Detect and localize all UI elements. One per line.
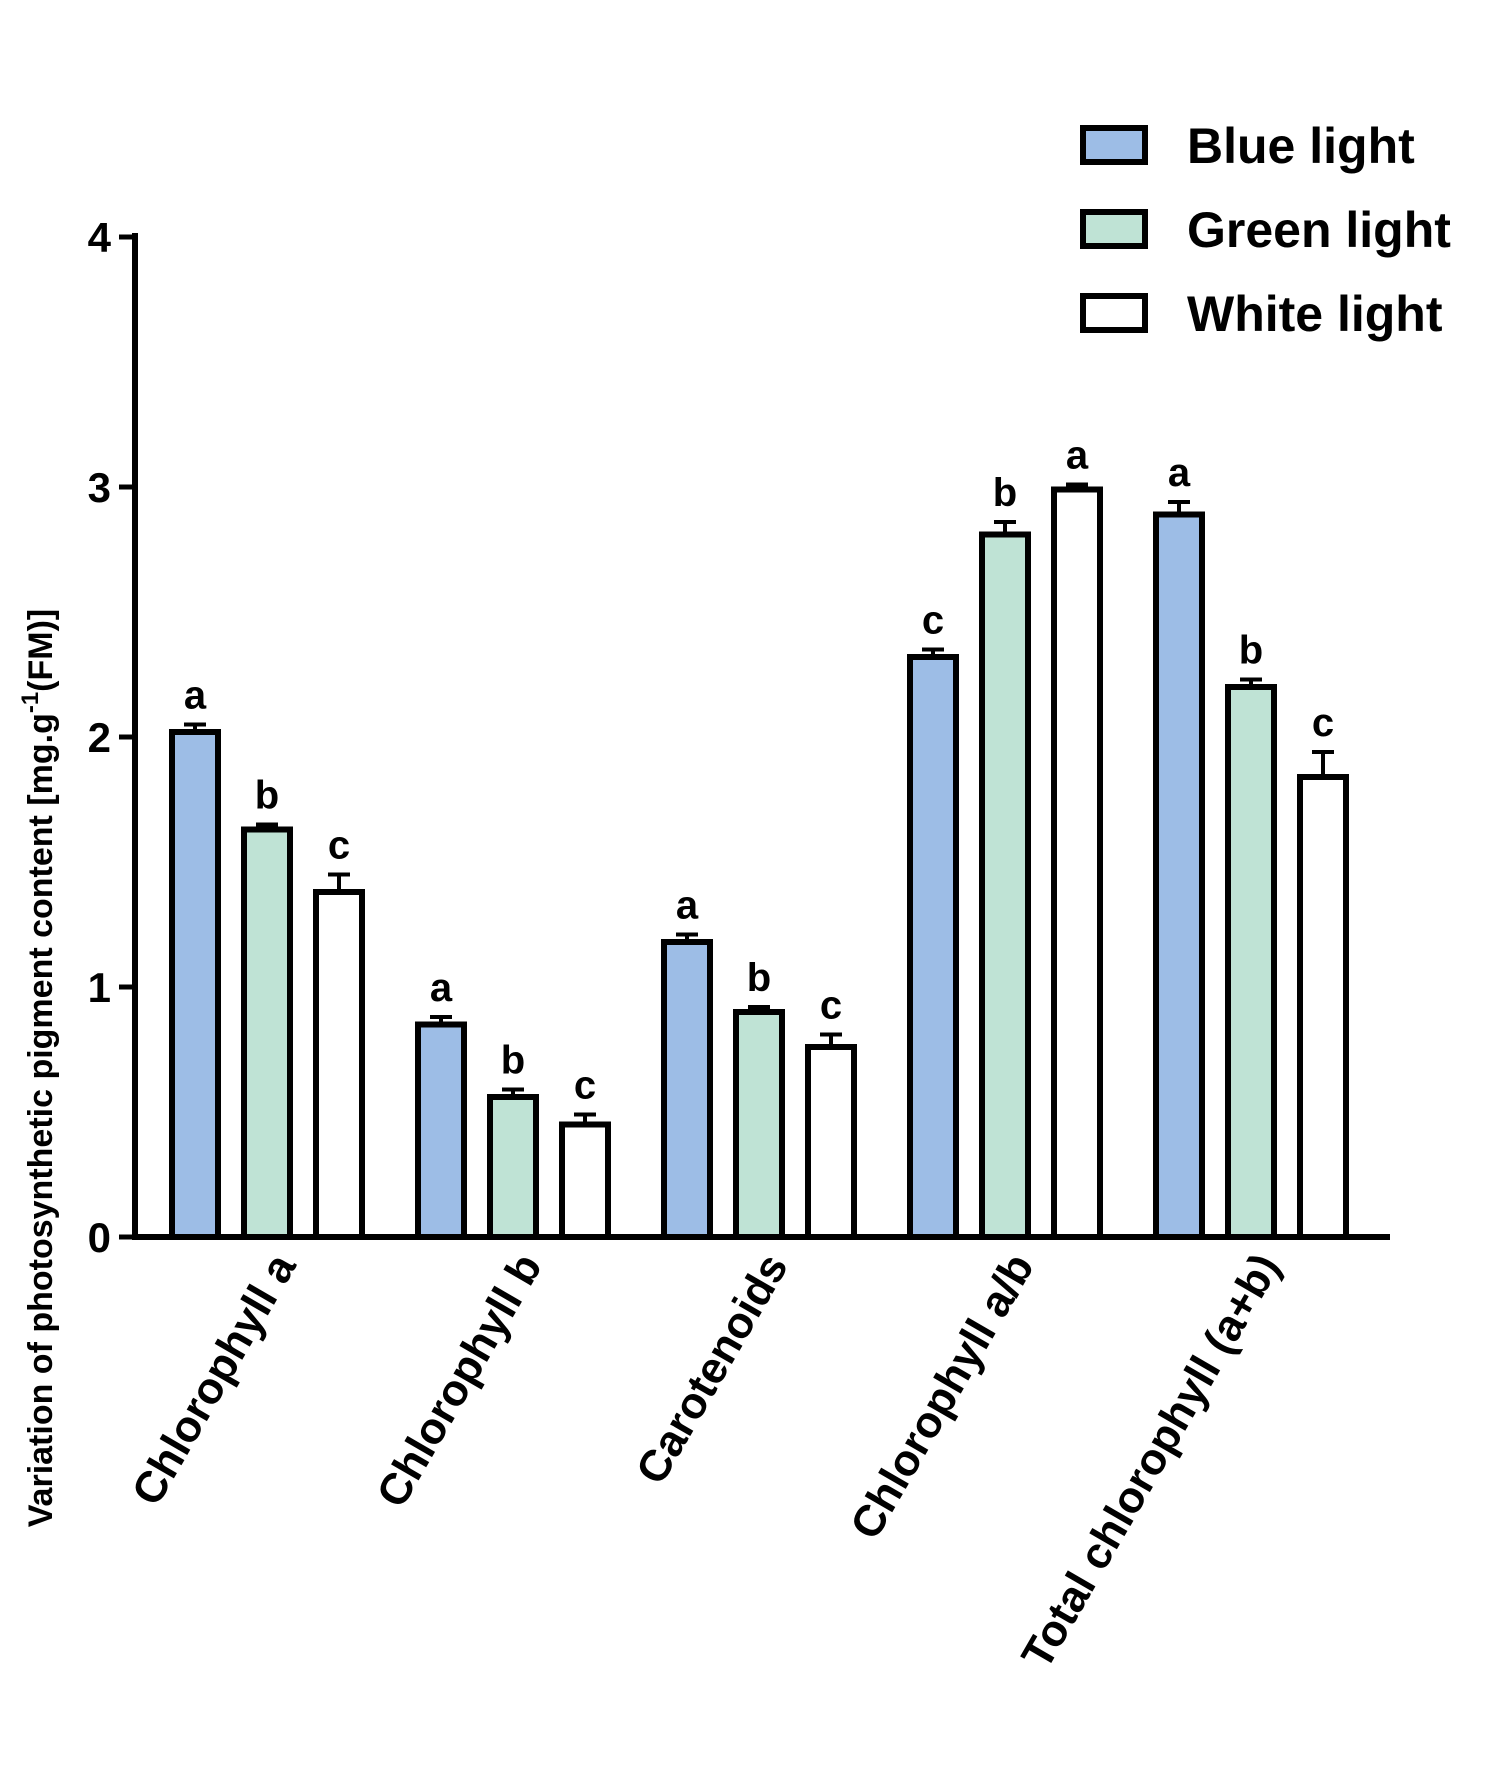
bar-green-light xyxy=(733,1009,785,1240)
significance-letter: a xyxy=(676,884,699,928)
y-tick-label: 4 xyxy=(88,214,112,261)
significance-letter: a xyxy=(1168,451,1191,495)
significance-letter: b xyxy=(747,956,771,1000)
significance-letter: c xyxy=(820,984,842,1028)
significance-letter: c xyxy=(328,824,350,868)
bar-blue-light xyxy=(661,939,713,1240)
y-tick-label: 1 xyxy=(88,964,111,1011)
category-label: Chlorophyll b xyxy=(367,1246,551,1516)
bar-blue-light xyxy=(169,729,221,1240)
y-axis: 0 1 2 3 4 xyxy=(88,214,138,1261)
bar-green-light xyxy=(487,1094,539,1240)
y-tick-label: 0 xyxy=(88,1214,111,1261)
bar-white-light xyxy=(559,1121,611,1240)
bar-blue-light xyxy=(907,654,959,1240)
significance-letter: b xyxy=(1239,629,1263,673)
legend-label: Blue light xyxy=(1187,118,1415,174)
bar-blue-light xyxy=(1153,511,1205,1240)
significance-letter: b xyxy=(993,471,1017,515)
error-bars-group xyxy=(184,482,1334,1125)
legend-label: Green light xyxy=(1187,202,1451,258)
significance-letters-group: a b c a b c a b c c b a a b c xyxy=(184,434,1334,1108)
category-labels-group: Chlorophyll a Chlorophyll b Carotenoids Chl… xyxy=(123,1245,1290,1677)
bar-white-light xyxy=(1297,774,1349,1240)
bar-white-light xyxy=(1051,486,1103,1240)
significance-letter: a xyxy=(184,674,207,718)
legend-swatch-blue-light xyxy=(1080,125,1148,165)
category-label: Chlorophyll a/b xyxy=(841,1246,1044,1548)
legend-label: White light xyxy=(1187,286,1443,342)
bar-green-light xyxy=(1225,684,1277,1240)
bar-white-light xyxy=(313,889,365,1240)
bar-blue-light xyxy=(415,1021,467,1240)
bars-group xyxy=(169,486,1349,1240)
y-axis-title-suffix: (FM)] xyxy=(22,609,60,692)
y-tick-label: 3 xyxy=(88,464,111,511)
category-label: Total chlorophyll (a+b) xyxy=(1012,1246,1289,1677)
significance-letter: c xyxy=(1312,701,1334,745)
legend-swatch-green-light xyxy=(1080,209,1148,249)
legend: Blue light Green light White light xyxy=(1080,118,1451,342)
y-axis-title: Variation of photosynthetic pigment cont… xyxy=(17,609,60,1528)
y-tick-label: 2 xyxy=(88,714,111,761)
bar-green-light xyxy=(979,531,1031,1240)
significance-letter: c xyxy=(574,1064,596,1108)
y-axis-title-superscript: -1 xyxy=(17,692,44,713)
y-axis-title-main: Variation of photosynthetic pigment cont… xyxy=(22,713,60,1527)
significance-letter: a xyxy=(430,966,453,1010)
category-label: Carotenoids xyxy=(627,1246,798,1493)
significance-letter: b xyxy=(501,1039,525,1083)
significance-letter: b xyxy=(255,774,279,818)
significance-letter: a xyxy=(1066,434,1089,478)
category-label: Chlorophyll a xyxy=(123,1245,306,1513)
bar-green-light xyxy=(241,826,293,1240)
bar-white-light xyxy=(805,1044,857,1240)
significance-letter: c xyxy=(922,599,944,643)
legend-swatch-white-light xyxy=(1080,293,1148,333)
